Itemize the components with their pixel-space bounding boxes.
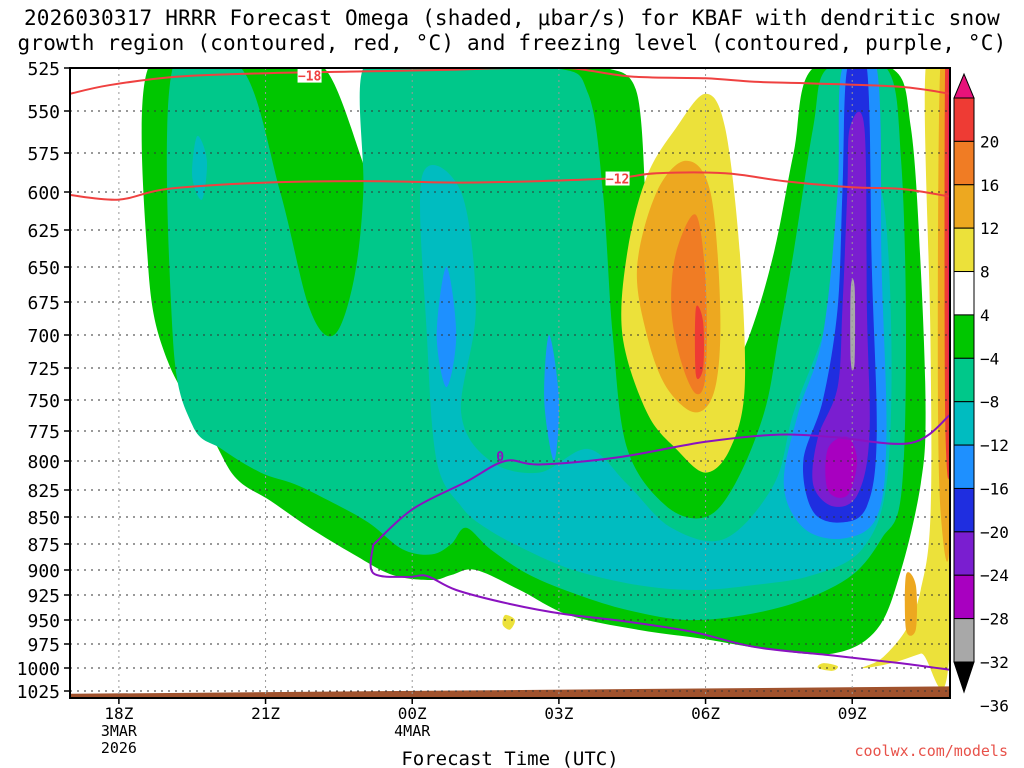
- x-axis-label: Forecast Time (UTC): [401, 748, 618, 768]
- x-tick-label: 09Z: [838, 704, 867, 723]
- y-tick-label: 725: [27, 359, 60, 380]
- y-tick-label: 675: [27, 293, 60, 314]
- colorbar-label: −8: [980, 393, 999, 412]
- y-tick-label: 1025: [17, 682, 60, 703]
- chart-title-line1: 2026030317 HRRR Forecast Omega (shaded, …: [23, 6, 1001, 30]
- omega-region-yellow-blob-sw: [502, 614, 516, 630]
- y-tick-label: 575: [27, 144, 60, 165]
- y-tick-label: 850: [27, 508, 60, 529]
- x-tick-label: 03Z: [544, 704, 573, 723]
- colorbar-label: −20: [980, 523, 1009, 542]
- x-tick-sublabel: 4MAR: [394, 722, 431, 740]
- x-tick-label: 00Z: [398, 704, 427, 723]
- colorbar-label: 20: [980, 132, 999, 151]
- y-tick-label: 650: [27, 258, 60, 279]
- x-tick-label: 18Z: [104, 704, 133, 723]
- colorbar-label: 12: [980, 219, 999, 238]
- colorbar-bin: [953, 574, 975, 620]
- freezing-level-label: 0: [496, 450, 504, 465]
- x-tick-sublabel: 3MAR: [101, 722, 138, 740]
- dgz-contour-label: −18: [298, 70, 322, 85]
- y-tick-label: 700: [27, 326, 60, 347]
- y-tick-label: 875: [27, 535, 60, 556]
- omega-region-blue-core-b: [544, 335, 560, 461]
- colorbar-label: 8: [980, 263, 990, 282]
- colorbar-bin: [953, 401, 975, 446]
- x-tick-label: 21Z: [251, 704, 280, 723]
- colorbar-bin: [953, 444, 975, 489]
- y-tick-label: 900: [27, 561, 60, 582]
- y-tick-label: 975: [27, 635, 60, 656]
- y-tick-label: 825: [27, 481, 60, 502]
- terrain-surface: [70, 686, 950, 698]
- omega-region-teal-band-west: [166, 68, 906, 621]
- freezing-level-contour-upper: [372, 414, 950, 546]
- colorbar-label: −24: [980, 566, 1009, 585]
- y-tick-label: 925: [27, 586, 60, 607]
- colorbar-label: −4: [980, 349, 999, 368]
- colorbar-top-arrow: [953, 72, 975, 99]
- omega-region-orange-east-low: [904, 572, 917, 636]
- omega-region-yellow-blob-s: [817, 663, 839, 671]
- colorbar-bin: [953, 227, 975, 273]
- dgz-contour-1: [70, 171, 950, 201]
- colorbar-label: −32: [980, 653, 1009, 672]
- y-tick-label: 1000: [17, 659, 60, 680]
- y-tick-label: 950: [27, 611, 60, 632]
- y-tick-label: 800: [27, 452, 60, 473]
- freezing-level-contour: [369, 544, 950, 671]
- omega-region-red-core: [694, 305, 704, 380]
- x-tick-label: 06Z: [691, 704, 720, 723]
- y-tick-label: 550: [27, 102, 60, 123]
- colorbar-bin: [953, 531, 975, 576]
- x-tick-sublabel: 2026: [101, 739, 137, 757]
- omega-region-magenta-core: [825, 436, 858, 498]
- colorbar-bin: [953, 184, 975, 229]
- colorbar-label: −16: [980, 479, 1009, 498]
- colorbar-label: −36: [980, 696, 1009, 715]
- colorbar-bin: [953, 314, 975, 359]
- colorbar-bin: [953, 271, 975, 316]
- y-tick-label: 750: [27, 391, 60, 412]
- colorbar-bin: [953, 357, 975, 403]
- colorbar-bin: [953, 97, 975, 142]
- omega-region-yellow-east-edge: [861, 68, 950, 690]
- omega-region-gray-core: [850, 278, 856, 371]
- y-tick-label: 525: [27, 59, 60, 80]
- colorbar-bin: [953, 618, 975, 663]
- colorbar-label: 4: [980, 306, 990, 325]
- dgz-label-bg-0: [297, 68, 322, 83]
- colorbar-bin: [953, 140, 975, 186]
- colorbar-label: −12: [980, 436, 1009, 455]
- omega-region-blue-core-a: [436, 267, 457, 388]
- colorbar-bottom-arrow: [953, 661, 975, 694]
- dgz-contour-0: [70, 68, 950, 95]
- colorbar-label: 16: [980, 176, 999, 195]
- colorbar-label: −28: [980, 610, 1009, 629]
- y-tick-label: 625: [27, 221, 60, 242]
- dgz-contour-label: −12: [606, 173, 629, 188]
- site-credit[interactable]: coolwx.com/models: [854, 742, 1008, 760]
- omega-region-purple-core: [812, 111, 870, 507]
- plot-frame: [69, 67, 951, 699]
- omega-region-cyan-core-west: [192, 135, 208, 200]
- dgz-label-bg-1: [605, 171, 630, 186]
- y-tick-label: 600: [27, 183, 60, 204]
- colorbar-bin: [953, 487, 975, 533]
- chart-title-line2: growth region (contoured, red, °C) and f…: [17, 31, 1007, 55]
- omega-region-cyan-center: [420, 164, 892, 590]
- y-tick-label: 775: [27, 422, 60, 443]
